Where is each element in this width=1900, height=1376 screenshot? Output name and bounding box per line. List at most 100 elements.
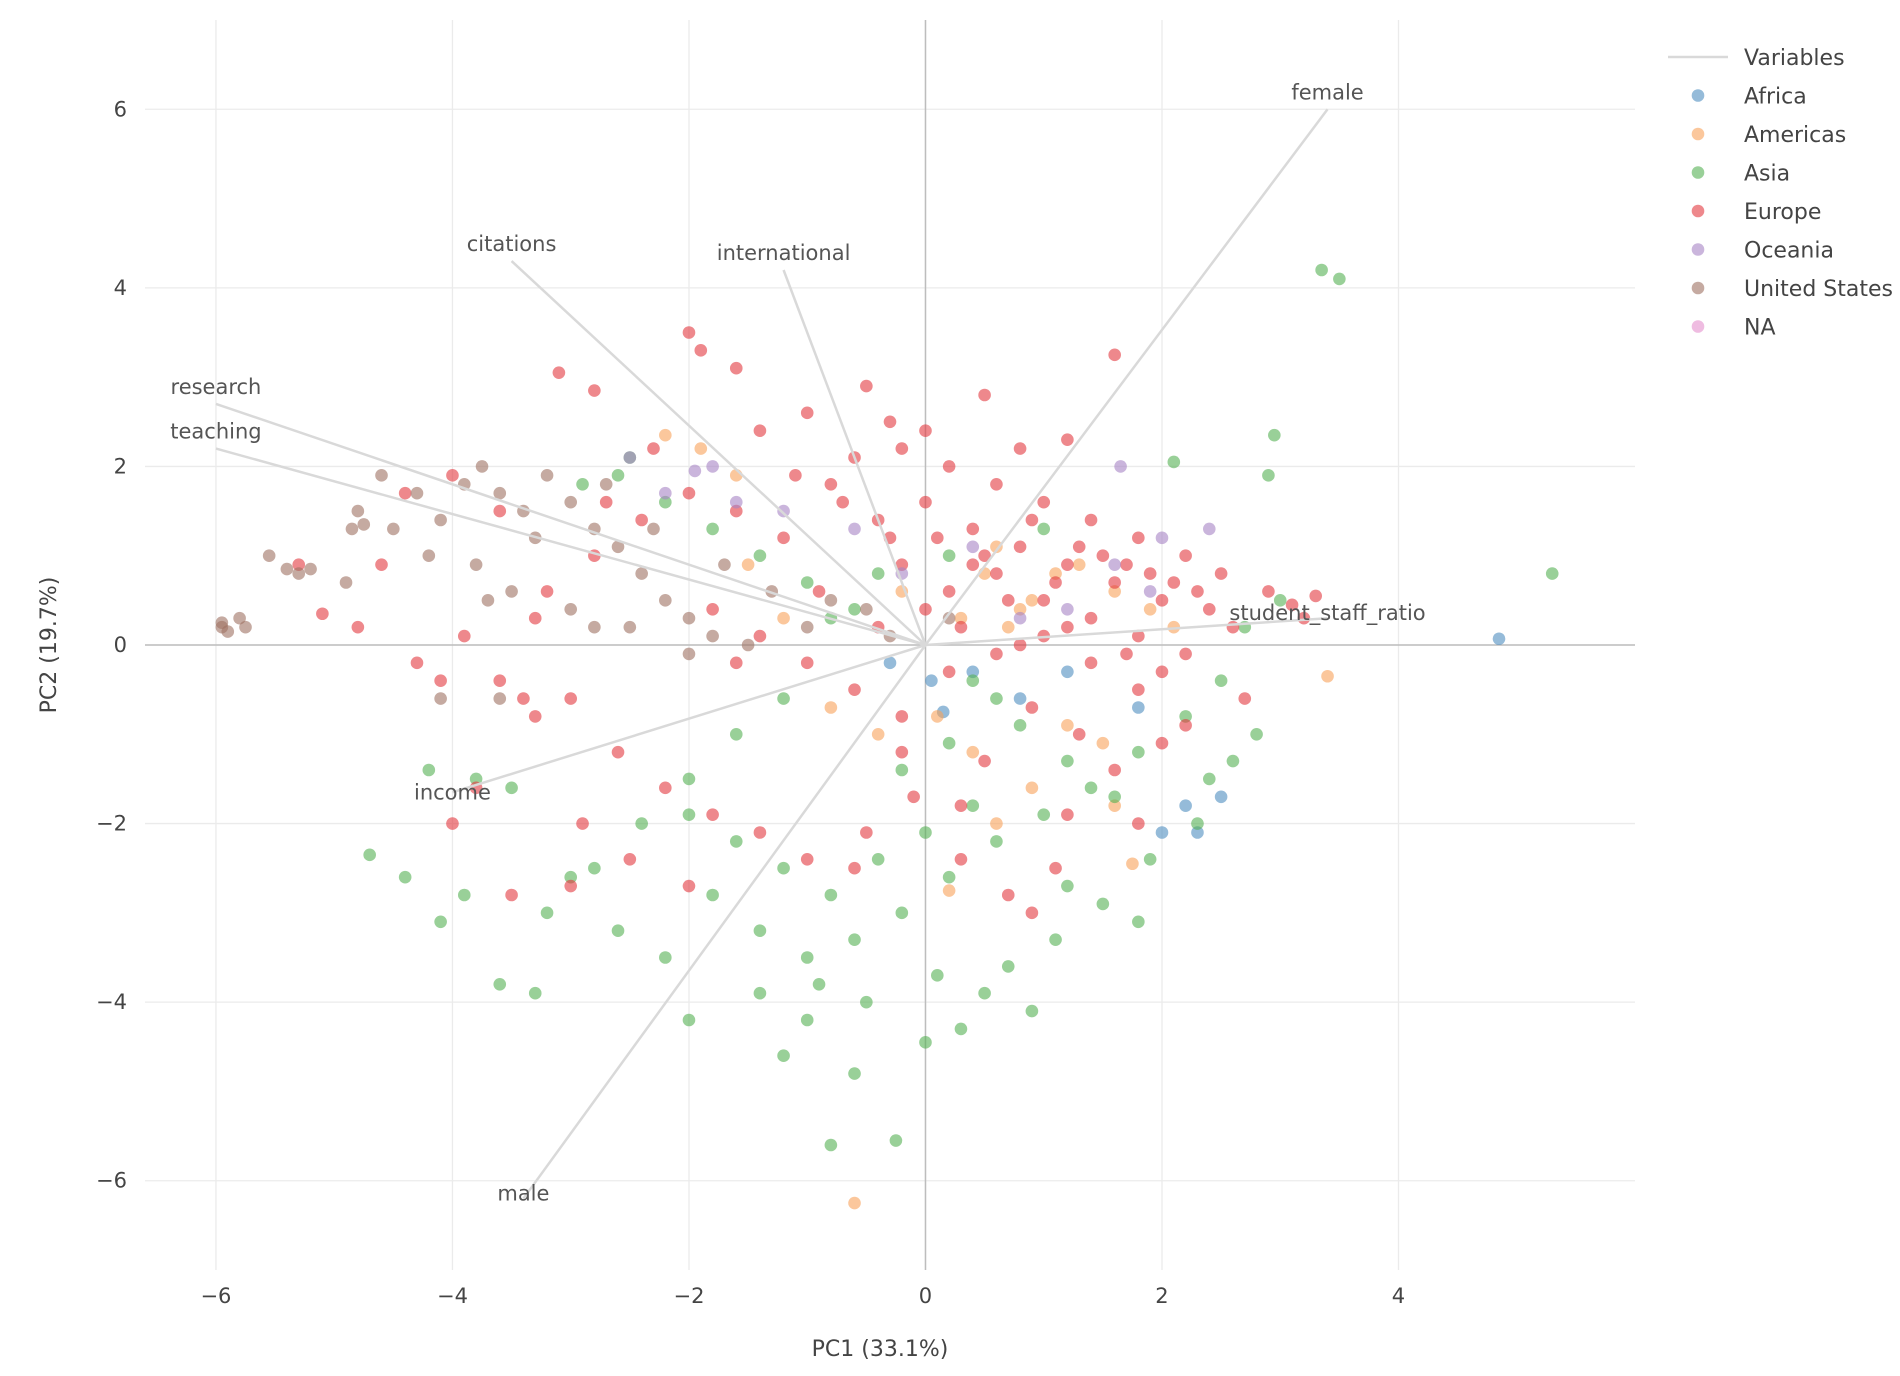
data-point[interactable] [919,826,932,839]
data-point[interactable] [1250,727,1263,741]
data-point[interactable] [1037,495,1051,509]
data-point[interactable] [919,424,932,438]
legend-item-americas[interactable]: Americas [1691,123,1847,148]
data-point[interactable] [1191,817,1204,830]
data-point[interactable] [1013,442,1027,455]
data-point[interactable] [1061,433,1074,446]
data-point[interactable] [239,620,252,634]
data-point[interactable] [706,602,719,616]
data-point[interactable] [1037,594,1051,607]
data-point[interactable] [889,1134,903,1147]
data-point[interactable] [800,852,814,866]
data-point[interactable] [895,558,909,571]
data-point[interactable] [623,852,637,866]
data-point[interactable] [1155,665,1169,679]
data-point[interactable] [1315,263,1328,277]
data-point[interactable] [262,549,276,563]
data-point[interactable] [576,477,589,491]
data-point[interactable] [978,986,991,1000]
data-point[interactable] [1179,549,1192,563]
data-point[interactable] [789,469,802,482]
data-point[interactable] [1143,852,1157,866]
data-point[interactable] [469,772,483,786]
data-point[interactable] [659,495,672,509]
data-point[interactable] [1238,692,1252,705]
data-point[interactable] [942,611,956,625]
data-point[interactable] [1096,736,1110,750]
data-point[interactable] [1132,915,1145,929]
data-point[interactable] [1061,665,1074,679]
data-point[interactable] [410,486,424,500]
data-point[interactable] [540,469,554,482]
data-point[interactable] [812,977,826,991]
data-point[interactable] [588,861,601,875]
data-point[interactable] [528,611,542,625]
data-point[interactable] [1179,719,1192,732]
data-point[interactable] [1001,594,1015,607]
data-point[interactable] [883,415,897,429]
data-point[interactable] [883,656,897,670]
data-point[interactable] [1273,594,1287,607]
data-point[interactable] [493,977,507,991]
data-point[interactable] [1025,906,1039,920]
data-point[interactable] [942,870,956,884]
data-point[interactable] [800,656,814,670]
legend-item-na[interactable]: NA [1691,316,1776,341]
data-point[interactable] [434,692,447,705]
data-point[interactable] [659,486,672,500]
data-point[interactable] [1226,754,1240,768]
data-point[interactable] [1309,589,1323,603]
data-point[interactable] [292,567,306,580]
data-point[interactable] [682,879,696,893]
data-point[interactable] [777,692,790,705]
data-point[interactable] [1001,888,1015,902]
data-point[interactable] [1061,558,1074,571]
data-point[interactable] [1268,428,1281,442]
data-point[interactable] [434,674,447,688]
data-point[interactable] [777,531,790,545]
legend-item-asia[interactable]: Asia [1691,162,1790,187]
data-point[interactable] [1202,772,1216,786]
data-point[interactable] [848,933,861,946]
data-point[interactable] [351,620,365,634]
data-point[interactable] [706,888,719,902]
data-point[interactable] [706,522,719,536]
data-point[interactable] [1120,647,1133,661]
data-point[interactable] [860,602,873,616]
data-point[interactable] [647,522,660,536]
data-point[interactable] [777,611,790,625]
data-point[interactable] [1084,656,1098,670]
data-point[interactable] [434,915,447,929]
data-point[interactable] [1132,629,1145,643]
data-point[interactable] [1132,683,1145,696]
data-point[interactable] [895,763,909,777]
data-point[interactable] [777,504,790,518]
data-point[interactable] [280,562,294,576]
data-point[interactable] [990,540,1003,554]
data-point[interactable] [552,366,566,379]
data-point[interactable] [1285,598,1299,612]
data-point[interactable] [812,585,826,598]
data-point[interactable] [564,870,578,884]
data-point[interactable] [1167,455,1181,469]
data-point[interactable] [1049,576,1062,589]
data-point[interactable] [848,861,861,875]
data-point[interactable] [990,477,1003,491]
data-point[interactable] [729,361,743,375]
data-point[interactable] [457,629,471,643]
data-point[interactable] [1155,594,1169,607]
data-point[interactable] [528,986,542,1000]
data-point[interactable] [1037,808,1051,821]
data-point[interactable] [682,808,696,821]
legend-item-united-states[interactable]: United States [1691,277,1893,302]
data-point[interactable] [729,495,743,509]
data-point[interactable] [398,870,412,884]
data-point[interactable] [505,781,518,795]
data-point[interactable] [1084,513,1098,527]
data-point[interactable] [753,924,767,938]
data-point[interactable] [729,727,743,741]
data-point[interactable] [576,817,589,830]
data-point[interactable] [741,558,755,571]
data-point[interactable] [753,549,767,563]
data-point[interactable] [1120,558,1133,571]
